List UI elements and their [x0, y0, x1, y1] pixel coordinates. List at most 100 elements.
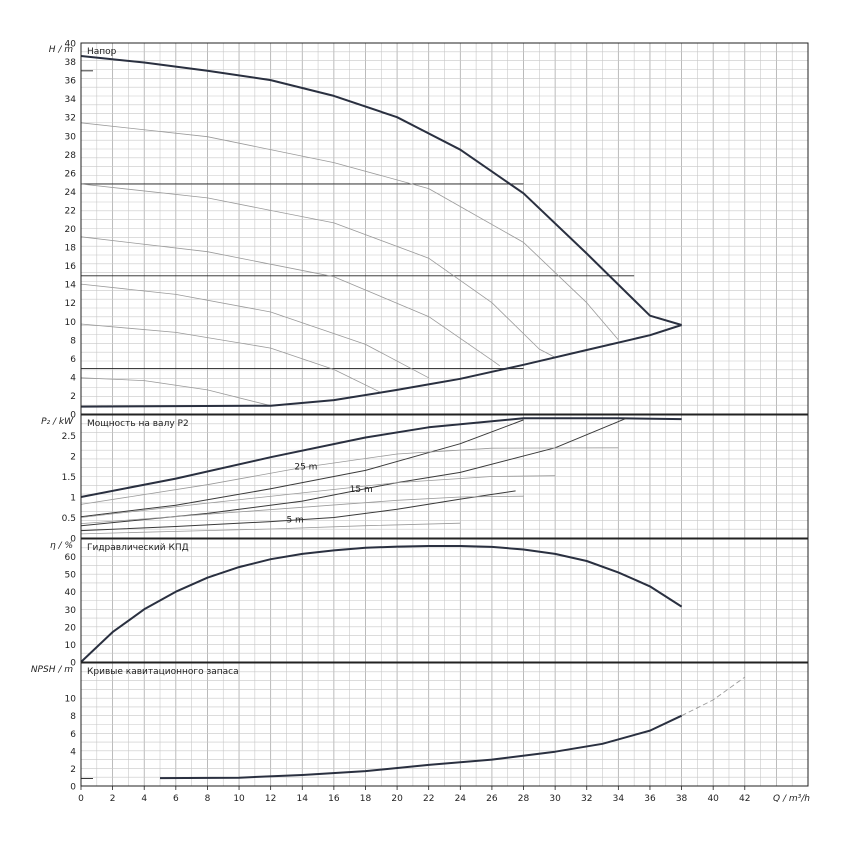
y-axis-label: η / %: [50, 541, 73, 551]
x-tick-label: 36: [644, 794, 656, 804]
x-tick-label: 2: [110, 794, 116, 804]
curve-label: 15 m: [350, 485, 373, 495]
y-tick-label: 14: [65, 281, 77, 291]
y-tick-label: 24: [65, 188, 77, 198]
y-tick-label: 10: [65, 318, 77, 328]
y-tick-label: 0: [70, 535, 76, 545]
y-tick-label: 32: [65, 114, 76, 124]
frame: [80, 42, 809, 790]
series-line-4-1: [159, 714, 683, 780]
y-tick-label: 40: [65, 40, 77, 50]
panel-frame: [80, 538, 809, 663]
x-tick-label: 16: [328, 794, 340, 804]
x-tick-label: 0: [78, 794, 84, 804]
series-line-1-2: [80, 122, 619, 341]
y-tick-label: 2: [70, 765, 76, 775]
series-line-2-5: [80, 447, 619, 505]
y-tick-label: 6: [70, 355, 76, 365]
y-tick-label: 20: [65, 225, 77, 235]
x-tick-label: 34: [613, 794, 625, 804]
y-tick-label: 0.5: [62, 514, 76, 524]
y-tick-label: 16: [65, 262, 77, 272]
y-tick-label: 6: [70, 730, 76, 740]
y-tick-label: 30: [65, 606, 77, 616]
y-tick-label: 0: [70, 783, 76, 793]
x-tick-label: 38: [676, 794, 688, 804]
series-line-2-8: [80, 522, 461, 535]
y-tick-label: 18: [65, 244, 77, 254]
x-tick-label: 30: [549, 794, 561, 804]
y-axis-label: P₂ / kW: [41, 417, 74, 427]
panel-title: Мощность на валу P2: [87, 419, 189, 429]
y-axis-label: H / m: [49, 45, 74, 55]
curve-label: 25 m: [294, 462, 317, 472]
panel-title: Напор: [87, 47, 117, 57]
y-tick-label: 38: [65, 58, 77, 68]
y-tick-label: 1.5: [62, 473, 76, 483]
x-tick-label: 24: [455, 794, 467, 804]
y-tick-label: 36: [65, 77, 77, 87]
y-tick-label: 2: [70, 453, 76, 463]
series-line-2-4: [80, 490, 516, 532]
series-line-2-6: [80, 475, 556, 518]
x-tick-label: 14: [297, 794, 309, 804]
y-tick-label: 50: [65, 571, 77, 581]
series-line-2-2: [80, 419, 524, 518]
series-line-1-4: [80, 236, 501, 367]
y-tick-label: 28: [65, 151, 77, 161]
x-tick-label: 8: [205, 794, 211, 804]
x-tick-label: 32: [581, 794, 592, 804]
y-tick-label: 60: [65, 553, 77, 563]
series-line-1-7: [80, 377, 271, 407]
series-line-1-1: [80, 55, 682, 326]
series-line-1-5: [80, 283, 429, 379]
y-tick-label: 12: [65, 299, 76, 309]
series-line-1-8: [80, 324, 682, 408]
x-tick-label: 18: [360, 794, 372, 804]
x-tick-label: 42: [739, 794, 750, 804]
curve-label: 5 m: [286, 516, 303, 526]
y-tick-label: 20: [65, 623, 77, 633]
panel-frame: [80, 42, 809, 415]
y-tick-label: 8: [70, 712, 76, 722]
series-line-4-2: [681, 676, 746, 717]
x-tick-label: 26: [486, 794, 498, 804]
y-tick-label: 0: [70, 659, 76, 669]
x-tick-label: 22: [423, 794, 434, 804]
y-tick-label: 0: [70, 411, 76, 421]
x-tick-label: 20: [391, 794, 403, 804]
x-tick-label: 6: [173, 794, 179, 804]
series-line-2-1: [80, 417, 682, 498]
panel-title: Гидравлический КПД: [87, 543, 189, 553]
y-axis-label: NPSH / m: [31, 665, 73, 675]
curves: [80, 55, 746, 780]
series-line-2-7: [80, 495, 524, 524]
y-tick-label: 40: [65, 588, 77, 598]
x-tick-label: 4: [141, 794, 147, 804]
x-tick-label: 40: [707, 794, 719, 804]
y-tick-label: 8: [70, 336, 76, 346]
series-line-2-3: [80, 417, 627, 527]
panel-title: Кривые кавитационного запаса: [87, 667, 239, 677]
y-tick-label: 4: [70, 747, 76, 757]
y-tick-label: 10: [65, 695, 77, 705]
y-tick-label: 10: [65, 641, 77, 651]
y-tick-label: 4: [70, 373, 76, 383]
y-tick-label: 2.5: [62, 432, 76, 442]
x-tick-label: 12: [265, 794, 276, 804]
y-tick-label: 30: [65, 132, 77, 142]
x-axis-label: Q / m³/h: [773, 794, 810, 804]
y-tick-label: 22: [65, 206, 76, 216]
y-tick-label: 1: [70, 494, 76, 504]
series-line-1-3: [80, 183, 556, 358]
series-line-1-6: [80, 323, 382, 394]
y-tick-label: 2: [70, 392, 76, 402]
x-tick-label: 10: [233, 794, 245, 804]
panel-frame: [80, 662, 809, 787]
x-tick-label: 28: [518, 794, 530, 804]
panel-frame: [80, 414, 809, 539]
y-tick-label: 34: [65, 95, 77, 105]
